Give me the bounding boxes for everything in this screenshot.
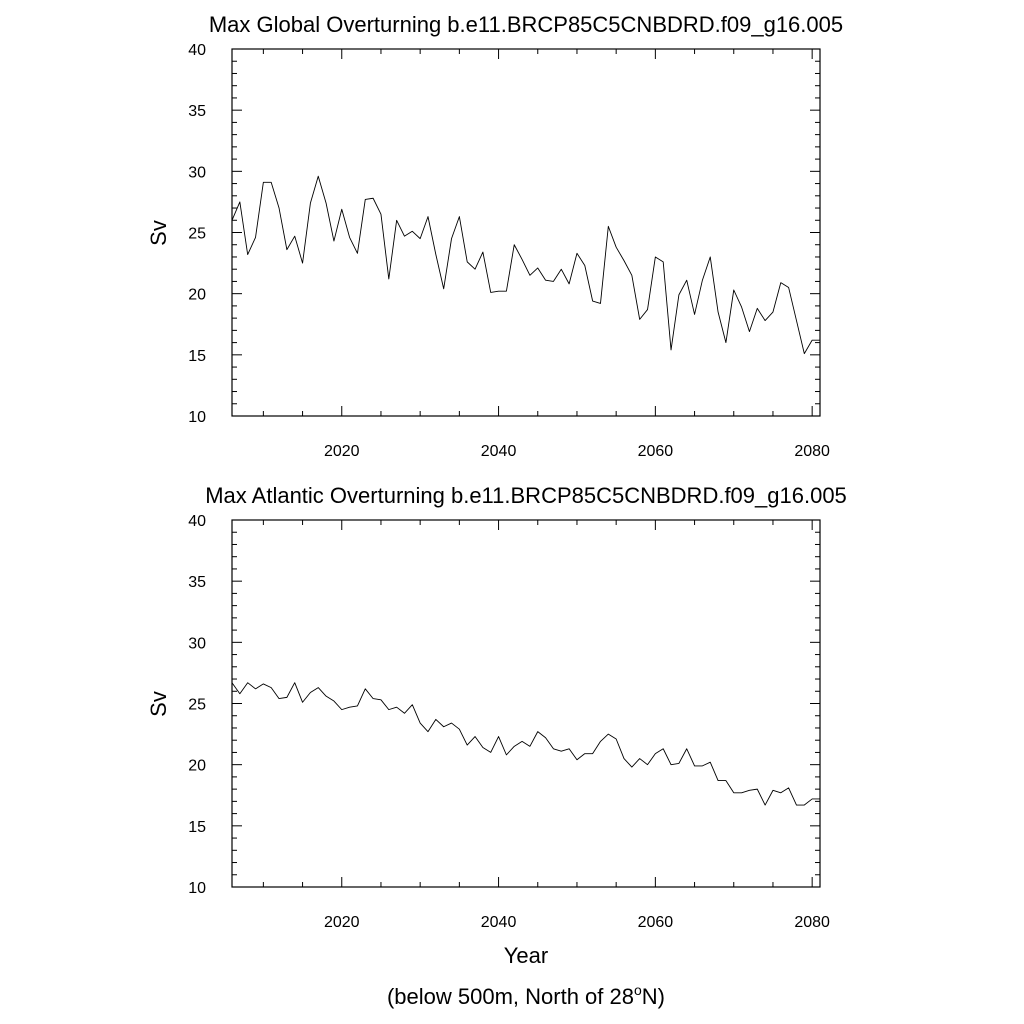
- global-x-tick-label: 2040: [481, 443, 517, 460]
- atlantic-y-axis-title: Sv: [146, 691, 171, 717]
- atlantic-y-tick-label: 15: [188, 819, 206, 836]
- atlantic-y-tick-label: 20: [188, 758, 206, 775]
- global-x-tick-label: 2080: [794, 443, 830, 460]
- global-plot-area: 10 15 20 25 30 35 40 2020 2040 2060 2080: [188, 42, 830, 460]
- atlantic-y-tick-label: 25: [188, 697, 206, 714]
- atlantic-y-tick-label: 30: [188, 635, 206, 652]
- atlantic-x-tick-label: 2020: [324, 914, 360, 931]
- global-y-tick-label: 20: [188, 287, 206, 304]
- global-plot-frame: [231, 48, 821, 417]
- x-axis-title-year: Year: [504, 943, 548, 968]
- global-y-tick-label: 10: [188, 409, 206, 426]
- atlantic-x-tick-label: 2060: [638, 914, 674, 931]
- footnote-end-text: N): [642, 984, 665, 1009]
- global-overturning-panel: Max Global Overturning b.e11.BRCP85C5CNB…: [146, 12, 843, 460]
- atlantic-y-tick-label: 35: [188, 574, 206, 591]
- atlantic-overturning-series-line: [231, 682, 820, 806]
- footnote-main-text: (below 500m, North of 28: [387, 984, 634, 1009]
- global-y-tick-label: 30: [188, 164, 206, 181]
- global-chart-title: Max Global Overturning b.e11.BRCP85C5CNB…: [209, 12, 843, 37]
- atlantic-x-tick-label: 2080: [794, 914, 830, 931]
- global-y-tick-label: 35: [188, 103, 206, 120]
- global-y-tick-label: 40: [188, 42, 206, 59]
- atlantic-x-tick-label: 2040: [481, 914, 517, 931]
- global-y-tick-label: 25: [188, 226, 206, 243]
- atlantic-chart-title: Max Atlantic Overturning b.e11.BRCP85C5C…: [205, 483, 847, 508]
- global-x-tick-label: 2060: [638, 443, 674, 460]
- global-x-tick-label: 2020: [324, 443, 360, 460]
- atlantic-y-tick-label: 10: [188, 880, 206, 897]
- global-overturning-series-line: [231, 175, 820, 355]
- atlantic-overturning-panel: Max Atlantic Overturning b.e11.BRCP85C5C…: [146, 483, 847, 968]
- atlantic-plot-frame: [231, 519, 821, 888]
- degree-superscript: o: [634, 982, 642, 998]
- global-y-axis-title: Sv: [146, 220, 171, 246]
- atlantic-plot-area: 10 15 20 25 30 35 40 2020 2040 2060 2080: [188, 513, 830, 931]
- depth-region-footnote: (below 500m, North of 28oN): [387, 982, 665, 1009]
- global-y-tick-label: 15: [188, 348, 206, 365]
- atlantic-y-tick-label: 40: [188, 513, 206, 530]
